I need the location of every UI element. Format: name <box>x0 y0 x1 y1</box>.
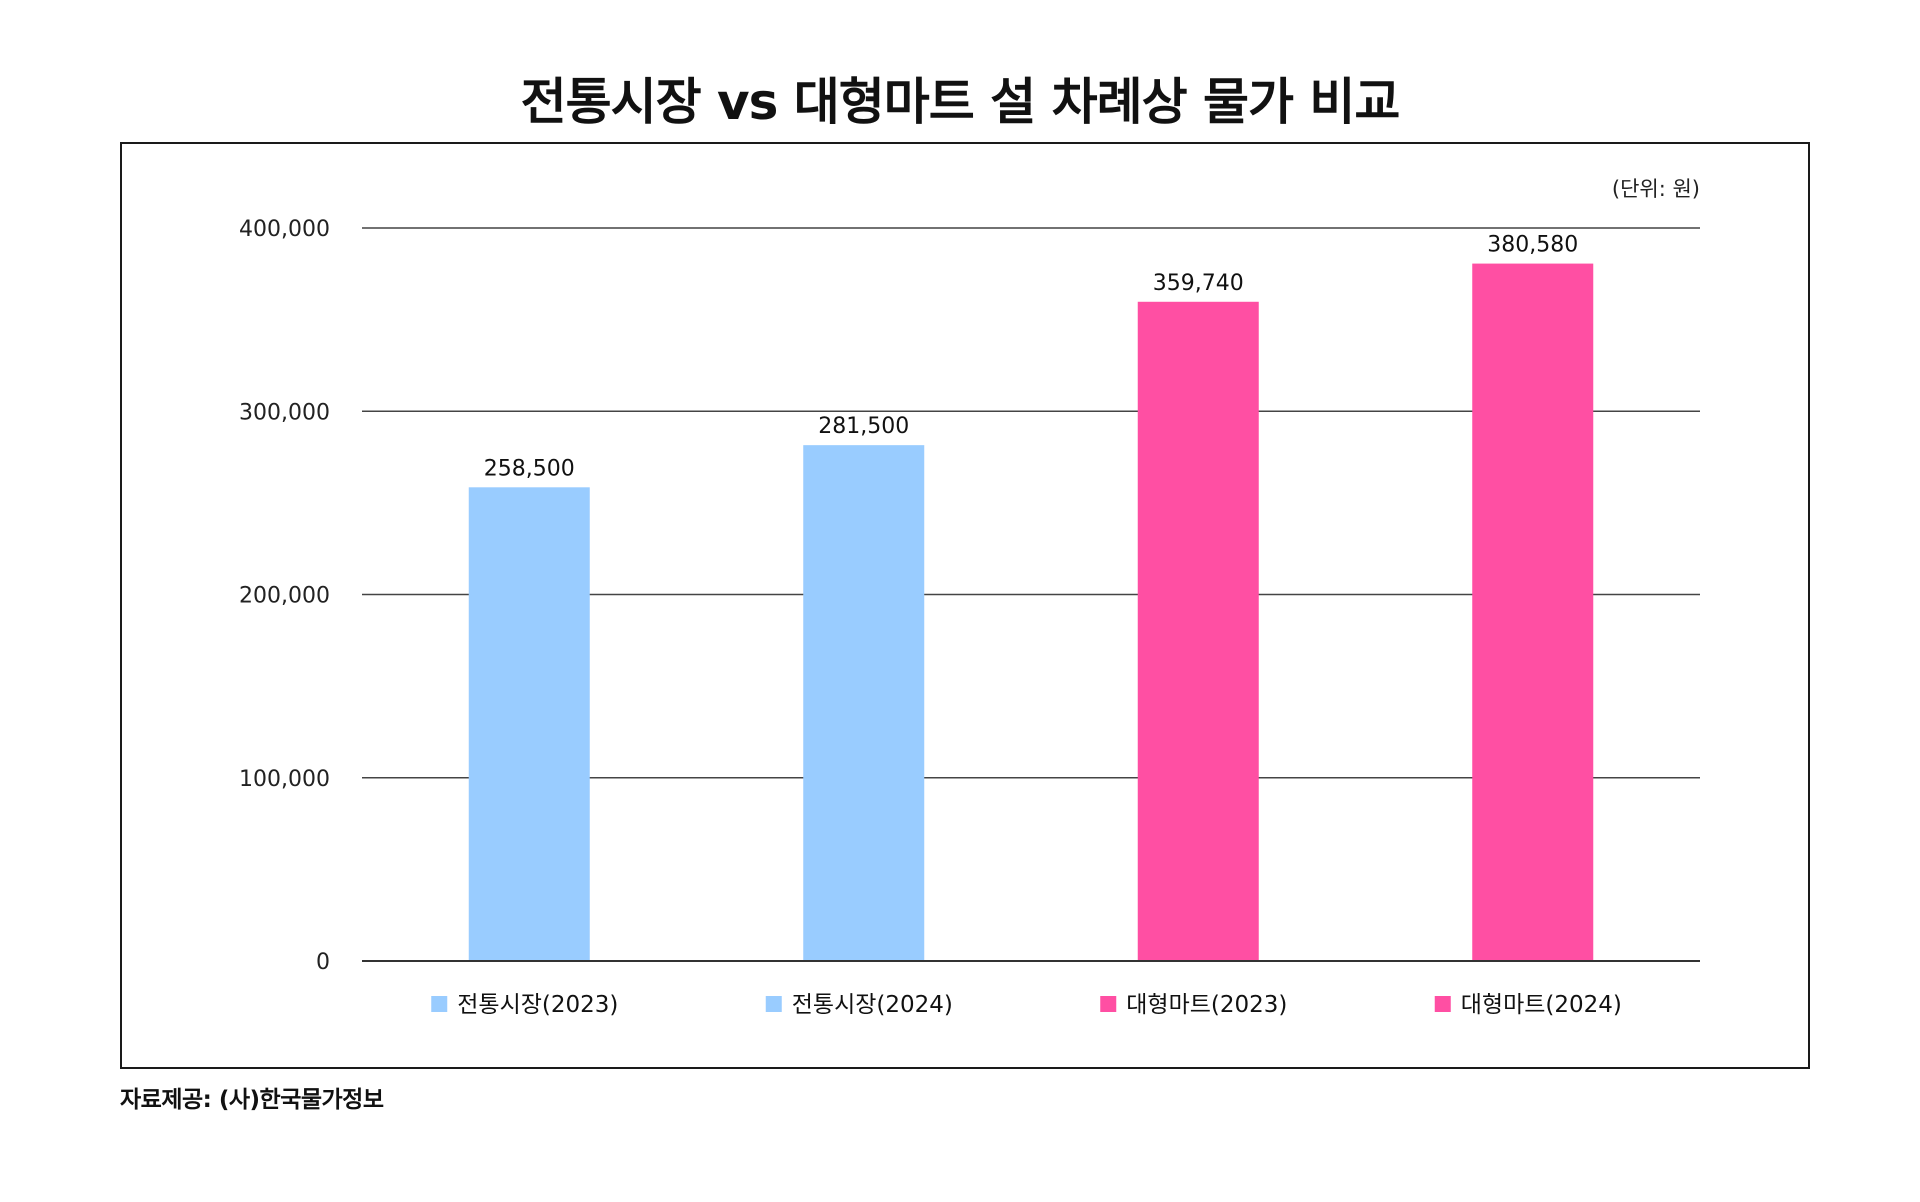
data-label: 258,500 <box>484 456 575 481</box>
bar-3 <box>1137 301 1259 961</box>
bar-chart: (단위: 원) 0 100,000 200,000 300,000 400,000 258,… <box>239 177 1700 1018</box>
y-tick-label: 100,000 <box>239 767 330 792</box>
y-tick-label: 400,000 <box>239 217 330 242</box>
legend-label: 대형마트(2023) <box>1126 992 1287 1018</box>
legend-swatch <box>1100 996 1117 1012</box>
data-label: 380,580 <box>1487 233 1578 258</box>
legend-swatch <box>765 996 782 1012</box>
legend-label: 전통시장(2023) <box>457 992 618 1018</box>
bar-2 <box>803 445 925 961</box>
legend-label: 전통시장(2024) <box>792 992 953 1018</box>
legend-swatch <box>1434 996 1451 1012</box>
y-tick-label: 0 <box>316 950 330 975</box>
bar-1 <box>468 487 590 961</box>
y-tick-label: 200,000 <box>239 584 330 609</box>
data-label: 359,740 <box>1153 271 1244 296</box>
legend-label: 대형마트(2024) <box>1461 992 1622 1018</box>
data-label: 281,500 <box>818 414 909 439</box>
bar-4 <box>1472 263 1594 961</box>
chart-frame: (단위: 원) 0 100,000 200,000 300,000 400,000 258,… <box>120 142 1810 1069</box>
unit-label: (단위: 원) <box>1612 177 1700 201</box>
source-note: 자료제공: (사)한국물가정보 <box>120 1087 384 1113</box>
y-tick-label: 300,000 <box>239 400 330 425</box>
legend-swatch <box>431 996 448 1012</box>
chart-title: 전통시장 vs 대형마트 설 차례상 물가 비교 <box>520 73 1401 131</box>
